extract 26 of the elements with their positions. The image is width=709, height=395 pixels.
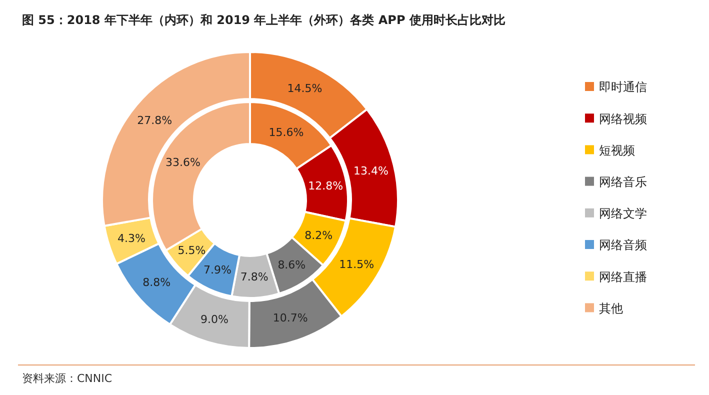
data-label: 9.0%: [200, 313, 228, 326]
data-label: 15.6%: [268, 126, 304, 139]
data-label: 13.4%: [353, 164, 388, 178]
text: 资料来源：CNNIC: [22, 372, 112, 385]
data-label: 11.5%: [339, 258, 374, 272]
data-label: 8.2%: [304, 228, 333, 242]
data-label: 8.6%: [278, 258, 306, 272]
legend-label: 网络音频: [599, 238, 647, 252]
legend-label: 即时通信: [599, 80, 647, 94]
data-label: 7.8%: [240, 270, 268, 284]
chart-title: 图 55：2018 年下半年（内环）和 2019 年上半年（外环）各类 APP 使用时长占比对比: [22, 13, 506, 27]
legend-label: 其他: [599, 301, 623, 316]
data-label: 5.5%: [178, 244, 206, 258]
legend-label: 网络文学: [599, 206, 647, 221]
legend-label: 网络直播: [599, 270, 647, 284]
data-label: 8.8%: [142, 276, 171, 290]
data-label: 7.9%: [203, 264, 232, 277]
data-label: 14.5%: [287, 82, 322, 96]
legend-label: 短视频: [599, 143, 635, 158]
data-label: 12.8%: [308, 179, 344, 192]
data-label: 10.7%: [272, 312, 308, 325]
legend-label: 网络视频: [599, 112, 647, 126]
data-label: 27.8%: [137, 114, 172, 127]
legend-label: 网络音乐: [599, 175, 647, 189]
data-label: 4.3%: [117, 232, 146, 245]
data-label: 33.6%: [166, 156, 200, 169]
